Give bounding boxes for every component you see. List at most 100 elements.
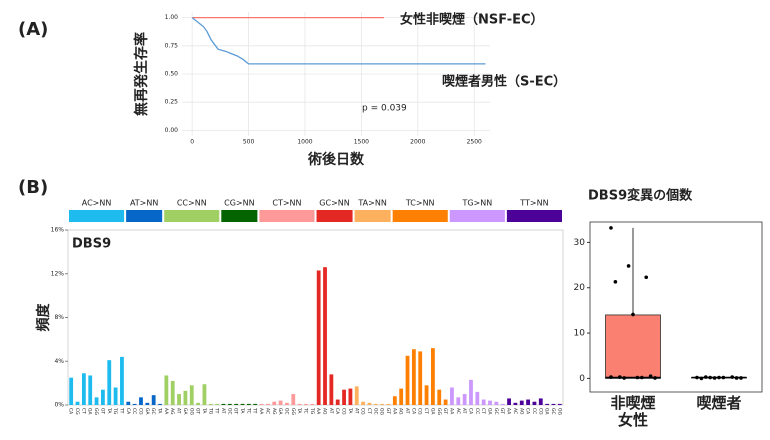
bar: [164, 375, 169, 405]
group-header: [221, 210, 258, 222]
bar: [380, 403, 385, 405]
bar: [285, 402, 289, 405]
x-tick-label: GC: [493, 408, 499, 415]
bar: [500, 403, 505, 405]
bar: [316, 270, 321, 405]
x-tick-label: AT: [353, 408, 359, 414]
group-label: TG>NN: [461, 199, 492, 208]
bar: [75, 401, 80, 405]
group-label: TT>NN: [519, 199, 548, 208]
x-tick-label: GA: [487, 408, 493, 415]
x-tick-label: AG: [271, 408, 277, 415]
point: [617, 375, 622, 379]
point: [609, 226, 613, 230]
x-tick-label: AA: [258, 408, 264, 415]
bar: [113, 387, 118, 405]
x-tick-label: GA: [429, 408, 435, 415]
group-header: [392, 210, 448, 222]
x-tick-label: GA: [144, 408, 150, 415]
x-tick-label: AA: [163, 408, 169, 415]
x-tick-label: CC: [531, 408, 537, 414]
annotation: p = 0.039: [362, 104, 407, 114]
x-tick-label: GG: [556, 408, 562, 415]
bar: [323, 267, 327, 405]
group-label: CC>NN: [177, 199, 207, 208]
x-tick-label: AT: [220, 408, 226, 414]
x-tick-label: TG: [309, 407, 315, 415]
series-label: 喫煙者男性（S-EC）: [442, 74, 566, 90]
x-tick-label: GG: [379, 408, 385, 415]
x-tick-label: 500: [243, 139, 255, 146]
x-tick-label: CG: [360, 408, 366, 415]
y-tick-label: 30: [574, 238, 586, 248]
point: [712, 376, 717, 380]
bar: [386, 403, 391, 405]
x-tick-label: TC: [245, 407, 251, 414]
x-tick-label: TG: [112, 407, 118, 415]
x-tick-label: GT: [442, 408, 448, 414]
x-tick-label: CA: [334, 408, 340, 415]
x-tick-label: GG: [188, 408, 194, 415]
bar: [519, 400, 524, 405]
point: [653, 376, 657, 380]
x-tick-label: CG: [74, 408, 80, 415]
bar: [259, 403, 264, 405]
x-tick-label: TT: [214, 407, 220, 414]
x-tick-label: GT: [499, 408, 505, 414]
x-tick-label: 非喫煙女性: [610, 394, 656, 429]
box: [605, 314, 661, 379]
bar: [431, 348, 435, 405]
x-tick-label: TA: [106, 407, 112, 414]
x-tick-label: CA: [525, 408, 531, 415]
x-tick-label: AC: [264, 408, 270, 414]
bar: [456, 397, 461, 405]
x-tick-label: TT: [252, 407, 258, 414]
bar: [361, 401, 365, 405]
y-tick-label: 0.25: [165, 99, 179, 106]
bar: [69, 377, 74, 405]
bar: [202, 384, 207, 405]
bar: [354, 386, 359, 405]
x-tick-label: CC: [474, 408, 480, 414]
bar: [507, 398, 511, 405]
x-tick-label: GA: [87, 408, 93, 415]
y-tick-label: 0.75: [165, 42, 179, 49]
bar: [240, 403, 245, 405]
bar: [532, 401, 537, 405]
bar: [481, 399, 486, 405]
group-header: [316, 210, 353, 222]
group-label: TC>NN: [405, 199, 435, 208]
x-tick-label: AT: [176, 408, 182, 414]
x-tick-label: AG: [322, 408, 328, 415]
bar: [392, 396, 397, 405]
x-tick-label: 2500: [467, 139, 482, 146]
x-tick-label: TA: [347, 407, 353, 414]
x-tick-label: CA: [68, 408, 74, 415]
bar: [227, 403, 232, 405]
x-tick-label: CG: [417, 408, 423, 415]
x-tick-label: GG: [436, 408, 442, 415]
bar: [418, 351, 423, 405]
panel-label: (A): [18, 19, 48, 40]
x-tick-label: AC: [512, 408, 518, 414]
bar: [120, 356, 124, 405]
bar: [450, 387, 454, 405]
bar: [297, 403, 302, 405]
x-tick-label: AG: [398, 408, 404, 415]
group-header: [506, 210, 562, 222]
x-tick-label: CA: [410, 408, 416, 415]
point: [644, 275, 649, 280]
x-tick-label: CT: [366, 408, 372, 414]
x-tick-label: CG: [341, 408, 347, 415]
bar: [405, 355, 410, 405]
point: [695, 375, 699, 380]
bar: [304, 403, 308, 405]
group-label: TA>NN: [357, 199, 386, 208]
x-tick-label: GC: [150, 408, 156, 415]
bar: [139, 397, 143, 405]
bar: [424, 385, 429, 405]
group-header: [259, 210, 315, 222]
x-tick-label: GA: [544, 408, 550, 415]
x-tick-label: AA: [506, 408, 512, 415]
x-tick-label: AA: [315, 408, 321, 415]
